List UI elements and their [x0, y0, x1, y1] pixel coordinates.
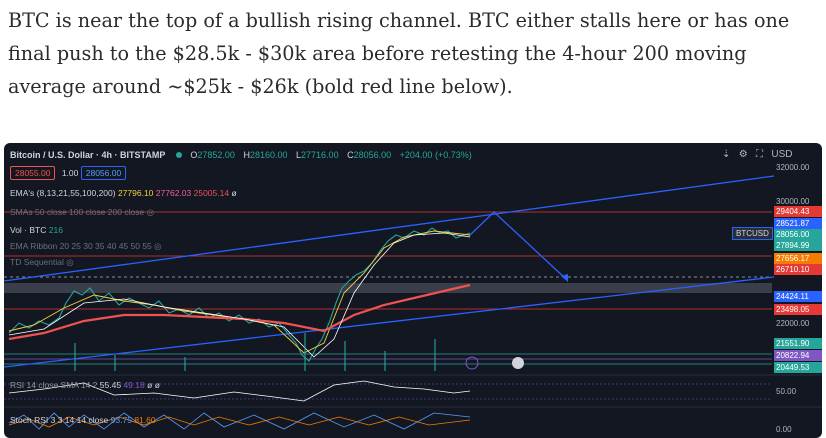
tradingview-chart[interactable]: Bitcoin / U.S. Dollar · 4h · BITSTAMP O2… — [4, 143, 822, 438]
hidden-eye-icon: ◎ — [154, 241, 162, 251]
currency-label[interactable]: USD — [771, 149, 793, 160]
channel-upper-line[interactable] — [4, 175, 775, 282]
projection-arrow — [561, 274, 568, 282]
price-label: 27894.99 — [774, 240, 822, 251]
volume-bars — [74, 333, 436, 371]
ohlc-close: C28056.00 — [347, 150, 392, 160]
flag-marker-icon[interactable] — [512, 357, 524, 369]
ema-legend[interactable]: EMA's (8,13,21,55,100,200) 27796.10 2776… — [10, 188, 237, 198]
rsi-legend[interactable]: RSI 14 close SMA 14 2 55.45 49.18 ø ø — [10, 380, 160, 390]
price-label: 27656.17 — [774, 253, 822, 264]
ohlc-change: +204.00 (+0.73%) — [399, 150, 472, 160]
axis-tick: 50.00 — [776, 387, 797, 396]
ohlc-open: O27852.00 — [190, 150, 235, 160]
volume-legend[interactable]: Vol · BTC 216 — [10, 225, 63, 235]
rsi-line — [8, 380, 471, 402]
projection-path[interactable] — [468, 211, 567, 280]
price-label: 26710.10 — [774, 264, 822, 275]
download-icon[interactable]: ⇣ — [722, 149, 731, 160]
axis-tick: 30000.00 — [776, 197, 810, 206]
ema-200-line — [8, 283, 471, 341]
stoch-k-line — [8, 412, 471, 430]
price-label: 24424.11 — [774, 291, 822, 302]
axis-tick: 22000.00 — [776, 319, 810, 328]
chart-toolbar: ⇣ ⚙ ⛶ USD — [722, 149, 793, 160]
trade-buttons: 28055.00 1.00 28056.00 — [10, 166, 130, 180]
article-text: BTC is near the top of a bullish rising … — [8, 9, 790, 98]
price-label: 21551.90 — [774, 338, 822, 349]
chart-canvas[interactable] — [4, 143, 822, 438]
ohlc-low: L27716.00 — [296, 150, 339, 160]
price-label: 20822.94 — [774, 350, 822, 361]
event-marker-icon[interactable] — [465, 356, 479, 370]
hidden-eye-icon: ◎ — [66, 257, 74, 267]
spread-value: 1.00 — [61, 168, 79, 178]
ohlc-high: H28160.00 — [243, 150, 288, 160]
buy-button[interactable]: 28056.00 — [80, 166, 127, 180]
price-label: 28521.87 — [774, 218, 822, 229]
axis-tick: 32000.00 — [776, 163, 810, 172]
td-legend[interactable]: TD Sequential ◎ — [10, 257, 74, 267]
sma-legend[interactable]: SMAs 50 close 100 close 200 close ◎ — [10, 207, 154, 217]
channel-lower-line[interactable] — [4, 276, 775, 368]
article-paragraph: BTC is near the top of a bullish rising … — [8, 4, 820, 103]
symbol-tag: BTCUSD — [732, 227, 773, 240]
price-label: 23498.05 — [774, 304, 822, 315]
price-label: 20449.53 — [774, 362, 822, 373]
axis-tick: 0.00 — [776, 425, 792, 434]
price-label: 29404.43 — [774, 206, 822, 217]
ribbon-legend[interactable]: EMA Ribbon 20 25 30 35 40 45 50 55 ◎ — [10, 241, 162, 251]
support-zone — [4, 283, 772, 293]
settings-icon[interactable]: ⚙ — [738, 149, 748, 160]
fullscreen-icon[interactable]: ⛶ — [756, 149, 764, 160]
sell-button[interactable]: 28055.00 — [10, 166, 56, 180]
price-label: 28056.00 — [774, 229, 822, 240]
hidden-eye-icon: ◎ — [146, 207, 154, 217]
market-status-icon — [175, 152, 182, 158]
stoch-legend[interactable]: Stoch RSI 3 3 14 14 close 93.75 81.60 — [10, 415, 156, 425]
symbol-title[interactable]: Bitcoin / U.S. Dollar · 4h · BITSTAMP — [10, 150, 166, 160]
chart-header: Bitcoin / U.S. Dollar · 4h · BITSTAMP O2… — [10, 150, 478, 160]
ema-white-line — [8, 232, 471, 358]
stoch-d-line — [8, 416, 471, 428]
